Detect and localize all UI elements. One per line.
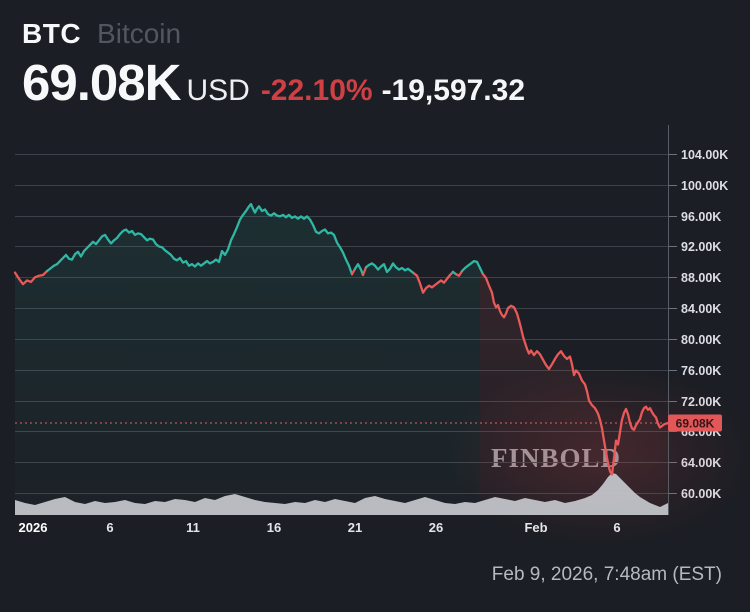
current-price-badge-label: 69.08K [676,417,715,431]
x-axis-label: 6 [613,520,620,535]
ticker-header: BTC Bitcoin 69.08K USD -22.10% -19,597.3… [22,18,526,111]
y-axis-label: 84.00K [681,302,721,316]
volume-bars [15,473,668,515]
x-axis-label: 2026 [19,520,48,535]
x-axis-labels: 2026 6 11 16 21 26 Feb 6 [19,520,621,535]
y-axis-label: 80.00K [681,333,721,347]
y-axis-label: 104.00K [681,148,728,162]
currency-label: USD [186,74,250,107]
price-line [13,202,670,476]
y-axis-label: 92.00K [681,240,721,254]
x-axis-label: 11 [186,520,200,535]
last-updated-timestamp: Feb 9, 2026, 7:48am (EST) [491,564,722,585]
x-axis-label: 16 [267,520,281,535]
x-axis-label: Feb [524,520,547,535]
x-axis-label: 21 [348,520,362,535]
current-price: 69.08K [22,54,181,111]
price-change-absolute: -19,597.32 [381,74,526,107]
y-axis-label: 76.00K [681,364,721,378]
area-fills [15,204,750,547]
crash-glow [445,363,750,547]
coin-name: Bitcoin [97,18,182,49]
y-axis-label: 96.00K [681,210,721,224]
current-price-badge: 69.08K [668,414,722,432]
y-axis-label: 100.00K [681,179,728,193]
x-axis-label: 26 [429,520,443,535]
ticker-symbol: BTC [22,18,82,49]
price-change-percent: -22.10% [260,74,373,107]
y-axis-label: 88.00K [681,271,721,285]
x-axis-label: 6 [106,520,113,535]
